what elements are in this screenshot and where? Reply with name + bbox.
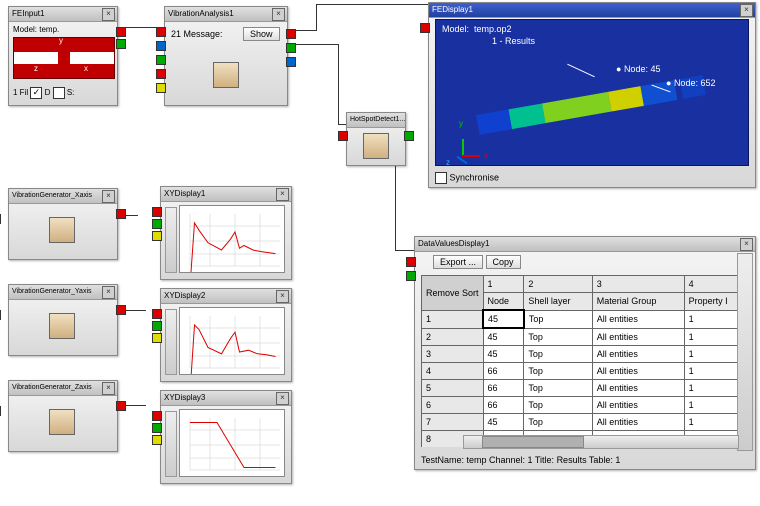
sync-checkbox[interactable] (435, 172, 447, 184)
hotspot-panel: HotSpotDetect1... (346, 112, 406, 166)
close-icon[interactable]: × (740, 238, 753, 251)
scrollbar[interactable] (165, 207, 177, 273)
close-icon[interactable]: × (740, 4, 753, 17)
vibgen-panel: VibrationGenerator_Yaxis× (8, 284, 118, 356)
close-icon[interactable]: × (276, 392, 289, 405)
remove-sort-button[interactable]: Remove Sort (422, 276, 484, 311)
datavalues-panel: DataValuesDisplay1× Export ... Copy Remo… (414, 236, 756, 470)
scrollbar-h[interactable] (463, 435, 739, 449)
table-row[interactable]: 466TopAll entities1 (422, 363, 749, 380)
xydisplay-title: XYDisplay3× (161, 391, 291, 406)
vibgen-title: VibrationGenerator_Zaxis× (9, 381, 117, 396)
graph (179, 205, 285, 273)
port[interactable] (0, 214, 1, 224)
table-row[interactable]: 566TopAll entities1 (422, 380, 749, 397)
tool-icon[interactable] (49, 217, 75, 243)
export-button[interactable]: Export ... (433, 255, 483, 269)
vibanalysis-title: VibrationAnalysis1× (165, 7, 287, 22)
vibanalysis-panel: VibrationAnalysis1× 21 Message: Show (164, 6, 288, 106)
close-icon[interactable]: × (276, 290, 289, 303)
vibgen-panel: VibrationGenerator_Zaxis× (8, 380, 118, 452)
xydisplay-panel: XYDisplay2× (160, 288, 292, 382)
port[interactable] (0, 406, 1, 416)
tool-icon[interactable] (213, 62, 239, 88)
tool-icon[interactable] (49, 409, 75, 435)
table-row[interactable]: 345TopAll entities1 (422, 346, 749, 363)
fedisplay-title: FEDisplay1× (429, 3, 755, 18)
checkbox-s[interactable] (53, 87, 65, 99)
scrollbar[interactable] (737, 253, 753, 451)
status-text: TestName: temp Channel: 1 Title: Results… (421, 455, 620, 465)
graph (179, 307, 285, 375)
tool-icon[interactable] (363, 133, 389, 159)
data-table[interactable]: Remove Sort 1234 NodeShell layerMaterial… (421, 275, 749, 447)
scrollbar[interactable] (165, 411, 177, 477)
close-icon[interactable]: × (102, 190, 115, 203)
table-row[interactable]: 145TopAll entities1 (422, 310, 749, 328)
vibgen-title: VibrationGenerator_Xaxis× (9, 189, 117, 204)
close-icon[interactable]: × (272, 8, 285, 21)
feinput-panel: FEInput1× Model: temp. y z x 1 Fil ✓ D S… (8, 6, 118, 106)
graph (179, 409, 285, 477)
table-row[interactable]: 666TopAll entities1 (422, 397, 749, 414)
port[interactable] (0, 310, 1, 320)
hotspot-title: HotSpotDetect1... (347, 113, 405, 128)
fedisplay-panel: FEDisplay1× Model: temp.op2 1 - Results … (428, 2, 756, 188)
vibgen-panel: VibrationGenerator_Xaxis× (8, 188, 118, 260)
vibgen-title: VibrationGenerator_Yaxis× (9, 285, 117, 300)
xydisplay-panel: XYDisplay3× (160, 390, 292, 484)
table-row[interactable]: 245TopAll entities1 (422, 328, 749, 346)
close-icon[interactable]: × (102, 286, 115, 299)
close-icon[interactable]: × (276, 188, 289, 201)
table-row[interactable]: 745TopAll entities1 (422, 414, 749, 431)
copy-button[interactable]: Copy (486, 255, 521, 269)
close-icon[interactable]: × (102, 382, 115, 395)
xydisplay-title: XYDisplay2× (161, 289, 291, 304)
show-button[interactable]: Show (243, 27, 280, 41)
datavalues-title: DataValuesDisplay1× (415, 237, 755, 252)
scrollbar[interactable] (165, 309, 177, 375)
close-icon[interactable]: × (102, 8, 115, 21)
tool-icon[interactable] (49, 313, 75, 339)
checkbox-d[interactable]: ✓ (30, 87, 42, 99)
feinput-title: FEInput1× (9, 7, 117, 22)
xydisplay-title: XYDisplay1× (161, 187, 291, 202)
xydisplay-panel: XYDisplay1× (160, 186, 292, 280)
